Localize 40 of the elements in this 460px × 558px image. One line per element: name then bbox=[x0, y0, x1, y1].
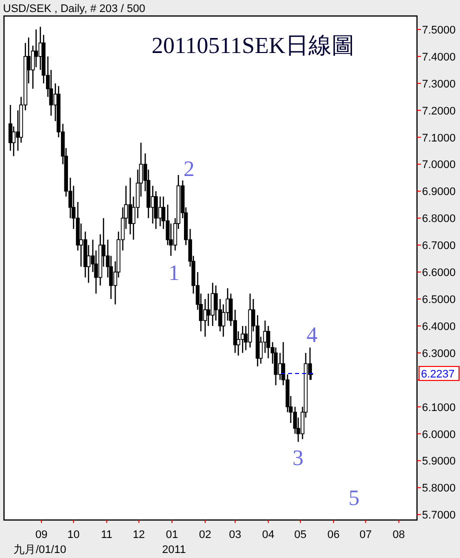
text: 20110511SEK日線圖 bbox=[152, 33, 354, 58]
y-tick-label: 7.2000 bbox=[422, 105, 456, 118]
x-tick-label: 03 bbox=[228, 529, 242, 541]
annotation: 2 bbox=[184, 156, 194, 181]
y-tick-label: 5.7000 bbox=[422, 510, 456, 522]
y-tick-label: 7.4000 bbox=[422, 51, 456, 64]
x-tick-label: 12 bbox=[132, 529, 145, 541]
annotation: 1 bbox=[168, 260, 180, 285]
y-tick-label: 6.3000 bbox=[422, 348, 456, 360]
x-tick-label: 01 bbox=[166, 529, 178, 541]
x-tick-label: 06 bbox=[327, 529, 340, 541]
x-tick-label: 04 bbox=[262, 529, 274, 541]
y-tick-label: 7.3000 bbox=[422, 78, 456, 90]
x-tick-label: 09 bbox=[35, 529, 48, 541]
x-tick-label: 07 bbox=[360, 529, 372, 541]
y-tick-label: 6.7000 bbox=[422, 240, 456, 252]
chart-title: USD/SEK , Daily, # 203 / 500 bbox=[3, 3, 146, 15]
annotation: 3 bbox=[292, 445, 304, 470]
x-tick-label: 02 bbox=[199, 529, 212, 541]
y-tick-label: 6.4000 bbox=[422, 320, 456, 333]
x-tick-label: 10 bbox=[67, 529, 80, 541]
y-tick-label: 7.0000 bbox=[422, 159, 456, 172]
y-tick-label: 6.0000 bbox=[422, 428, 456, 441]
text: 2011 bbox=[162, 544, 186, 556]
ref-line-label: 6.2237 bbox=[421, 368, 455, 380]
y-tick-label: 6.5000 bbox=[422, 294, 456, 306]
y-tick-label: 6.1000 bbox=[422, 402, 456, 414]
x-tick-label: 11 bbox=[101, 529, 112, 541]
x-tick-label: 08 bbox=[392, 529, 405, 541]
y-tick-label: 5.8000 bbox=[422, 482, 456, 495]
annotation: 5 bbox=[348, 485, 360, 510]
y-tick-label: 7.5000 bbox=[422, 24, 456, 36]
y-tick-label: 7.1000 bbox=[422, 132, 456, 144]
x-tick-label: 05 bbox=[294, 529, 306, 541]
y-tick-label: 6.6000 bbox=[422, 267, 456, 280]
annotation: 4 bbox=[306, 322, 318, 347]
y-tick-label: 6.9000 bbox=[422, 186, 456, 198]
text: 九月/01/10 bbox=[14, 543, 66, 556]
y-tick-label: 5.9000 bbox=[422, 456, 456, 468]
y-tick-label: 6.8000 bbox=[422, 213, 456, 226]
